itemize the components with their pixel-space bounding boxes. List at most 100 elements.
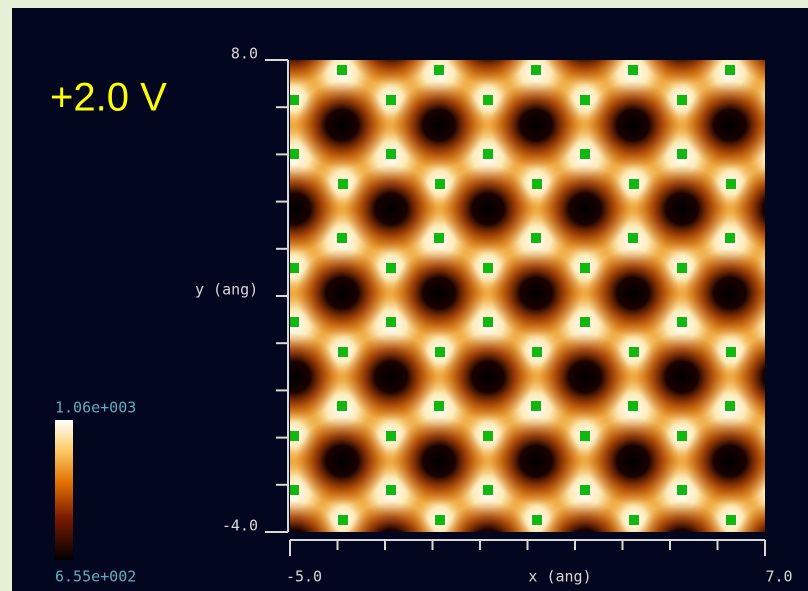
atom-marker (726, 515, 736, 525)
dark-spot (733, 335, 765, 419)
dark-spot (345, 165, 437, 253)
atom-marker (386, 95, 396, 105)
atom-marker (483, 431, 493, 441)
x-tick-label: 7.0 (765, 568, 792, 586)
dark-spot (446, 60, 530, 85)
atom-marker (338, 179, 348, 189)
atom-marker (580, 485, 590, 495)
atom-marker (386, 485, 396, 495)
dark-spot (290, 451, 291, 471)
dark-spot (290, 165, 340, 253)
dark-spot (684, 81, 765, 169)
atom-marker (290, 485, 299, 495)
atom-marker (580, 317, 590, 327)
dark-spot (393, 417, 485, 505)
dark-spot (490, 417, 582, 505)
atom-marker (677, 485, 687, 495)
atom-marker (677, 95, 687, 105)
atom-marker (434, 233, 444, 243)
dark-spot (636, 165, 728, 253)
atom-marker (386, 431, 396, 441)
atom-marker (435, 179, 445, 189)
atom-marker (532, 179, 542, 189)
atom-marker (580, 149, 590, 159)
dark-spot (587, 249, 679, 337)
atom-marker (677, 263, 687, 273)
dark-spot (737, 60, 765, 83)
atom-marker (435, 347, 445, 357)
dark-spot (290, 333, 340, 421)
dark-spot (640, 60, 724, 85)
atom-marker (725, 401, 735, 411)
colorbar-label: 1.06e+003 (55, 399, 136, 417)
atom-marker (337, 65, 347, 75)
dark-spot (684, 249, 765, 337)
dark-spot (636, 333, 728, 421)
atom-marker (483, 95, 493, 105)
colorbar (55, 420, 73, 560)
atom-marker (725, 65, 735, 75)
atom-marker (483, 263, 493, 273)
atom-marker (338, 515, 348, 525)
atom-marker (290, 149, 299, 159)
atom-marker (290, 263, 299, 273)
atom-marker (483, 485, 493, 495)
atom-marker (290, 317, 299, 327)
bias-label: +2.0 V (50, 76, 167, 120)
x-axis-label: x (ang) (528, 568, 591, 586)
atom-marker (386, 263, 396, 273)
atom-marker (629, 347, 639, 357)
atom-marker (435, 515, 445, 525)
atom-marker (434, 401, 444, 411)
atom-marker (386, 149, 396, 159)
dark-spot (347, 501, 435, 532)
atom-marker (483, 317, 493, 327)
heatmap (290, 60, 765, 532)
dark-spot (345, 333, 437, 421)
atom-marker (386, 317, 396, 327)
atom-marker (580, 95, 590, 105)
y-axis-label: y (ang) (195, 281, 258, 299)
atom-marker (337, 401, 347, 411)
dark-spot (735, 503, 765, 532)
atom-marker (580, 263, 590, 273)
dark-spot (296, 81, 388, 169)
dark-spot (539, 333, 631, 421)
atom-marker (532, 515, 542, 525)
atom-marker (726, 179, 736, 189)
dark-spot (290, 115, 291, 135)
dark-spot (490, 81, 582, 169)
dark-spot (684, 417, 765, 505)
atom-marker (580, 431, 590, 441)
atom-marker (531, 65, 541, 75)
dark-spot (393, 81, 485, 169)
atom-marker (532, 347, 542, 357)
dark-spot (296, 249, 388, 337)
dark-spot (296, 417, 388, 505)
atom-marker (338, 347, 348, 357)
atom-marker (290, 431, 299, 441)
dark-spot (290, 60, 336, 85)
y-tick-label: 8.0 (231, 45, 258, 63)
atom-marker (290, 95, 299, 105)
dark-spot (290, 501, 338, 532)
y-tick-label: -4.0 (222, 517, 258, 535)
atom-marker (677, 149, 687, 159)
atom-marker (629, 515, 639, 525)
atom-marker (337, 233, 347, 243)
x-tick-label: -5.0 (286, 568, 322, 586)
dark-spot (444, 501, 532, 532)
atom-marker (483, 149, 493, 159)
dark-spot (541, 501, 629, 532)
atom-marker (725, 233, 735, 243)
dark-spot (490, 249, 582, 337)
atom-marker (677, 431, 687, 441)
dark-spot (638, 501, 726, 532)
dark-spot (290, 283, 291, 303)
atom-marker (628, 401, 638, 411)
dark-spot (442, 333, 534, 421)
dark-spot (349, 60, 433, 85)
atom-marker (531, 233, 541, 243)
dark-spot (393, 249, 485, 337)
